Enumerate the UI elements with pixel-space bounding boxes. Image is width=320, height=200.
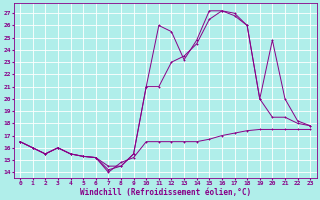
X-axis label: Windchill (Refroidissement éolien,°C): Windchill (Refroidissement éolien,°C) <box>80 188 251 197</box>
